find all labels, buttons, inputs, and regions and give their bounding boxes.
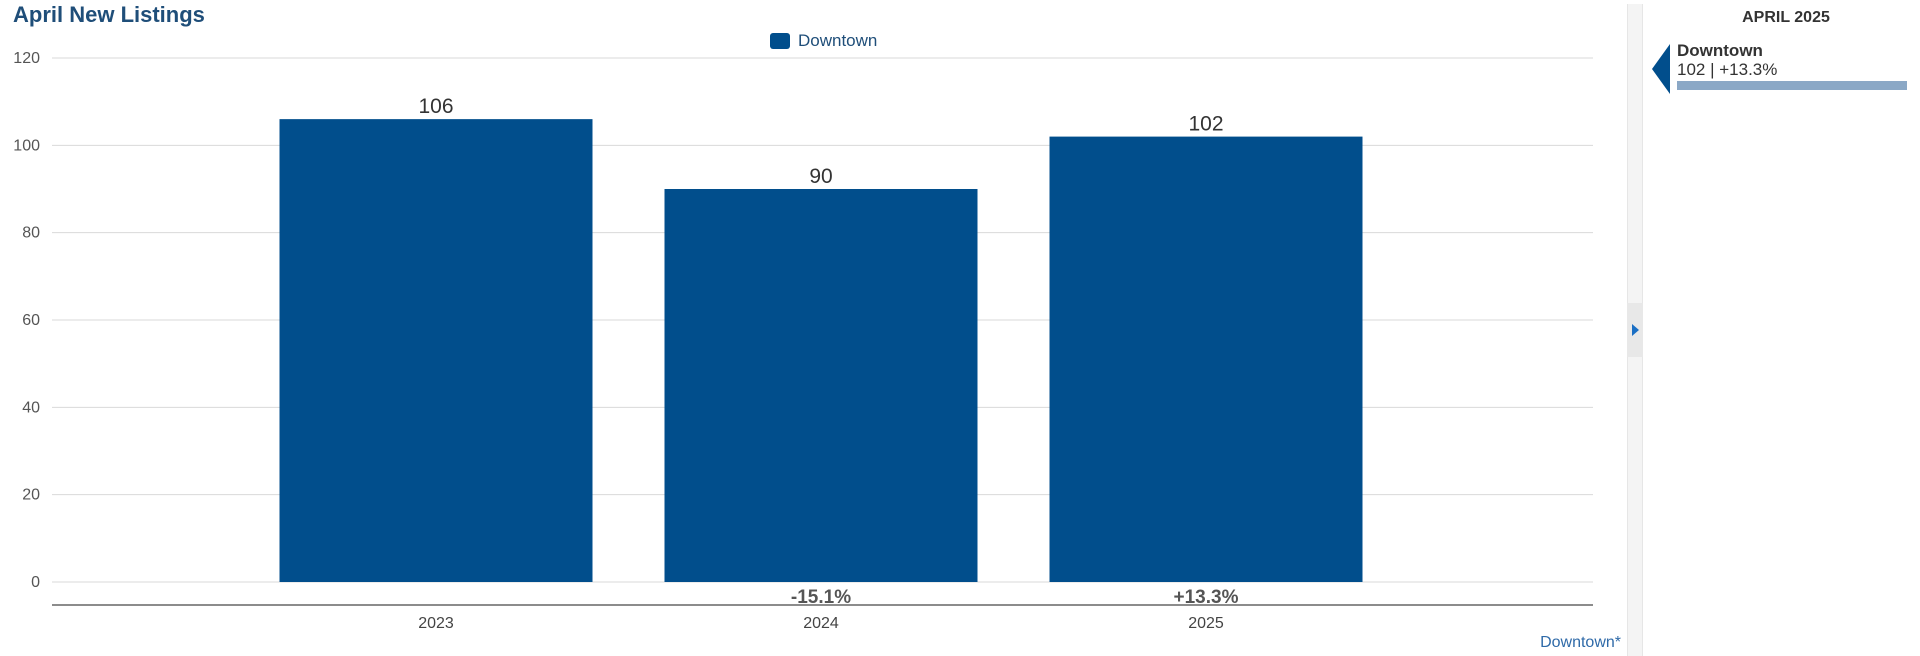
footnote-link[interactable]: Downtown* — [1540, 634, 1621, 651]
x-tick-label: 2024 — [803, 615, 839, 632]
data-label: 90 — [809, 165, 832, 188]
bars — [279, 119, 1363, 582]
change-label: -15.1% — [791, 587, 851, 608]
selection-pointer-icon — [1652, 44, 1670, 94]
data-labels: 106 90 -15.1% 102 +13.3% — [418, 95, 1238, 608]
panel-toggle-arrow-icon[interactable] — [1627, 303, 1643, 357]
side-item-detail: 102 | +13.3% — [1677, 60, 1778, 79]
y-axis-ticks: 0 20 40 60 80 100 120 — [13, 50, 40, 591]
y-tick-label: 0 — [31, 574, 40, 591]
bar — [279, 119, 593, 582]
side-item-name: Downtown — [1677, 41, 1763, 60]
y-tick-label: 80 — [22, 225, 40, 242]
y-tick-label: 40 — [22, 399, 40, 416]
legend-swatch — [770, 33, 790, 49]
side-panel-item-downtown[interactable]: Downtown 102 | +13.3% — [1652, 41, 1920, 94]
x-tick-label: 2025 — [1188, 615, 1224, 632]
bar-chart: 0 20 40 60 80 100 120 106 90 -15.1% 102 +13.3% 202… — [13, 50, 1593, 632]
side-item-bar — [1677, 81, 1907, 90]
x-tick-label: 2023 — [418, 615, 454, 632]
y-tick-label: 120 — [13, 50, 40, 67]
legend-label: Downtown — [798, 31, 878, 50]
side-panel-header: APRIL 2025 — [1742, 9, 1830, 26]
bar — [1049, 136, 1363, 582]
change-label: +13.3% — [1174, 587, 1239, 608]
x-axis-ticks: 2023 2024 2025 — [418, 615, 1224, 632]
side-panel: APRIL 2025 Downtown 102 | +13.3% — [1652, 0, 1920, 656]
y-tick-label: 60 — [22, 312, 40, 329]
legend-item-downtown[interactable]: Downtown — [770, 31, 877, 51]
data-label: 106 — [418, 95, 453, 118]
chart-title: April New Listings — [13, 2, 205, 27]
data-label: 102 — [1188, 113, 1223, 136]
y-tick-label: 100 — [13, 137, 40, 154]
bar — [664, 189, 978, 582]
y-tick-label: 20 — [22, 487, 40, 504]
